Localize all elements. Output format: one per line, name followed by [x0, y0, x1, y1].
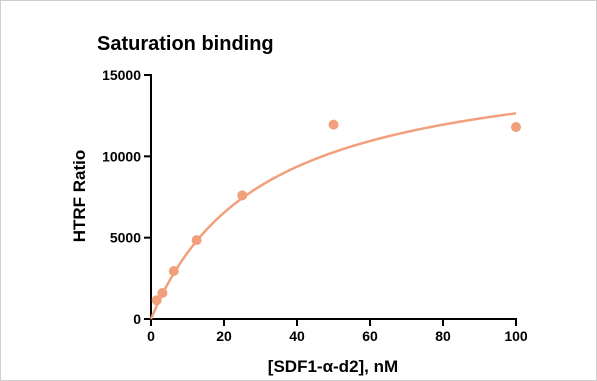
x-tick-label: 60	[362, 328, 378, 344]
data-point	[168, 266, 179, 277]
x-ticks: 0 20 40 60 80 100	[147, 319, 528, 344]
y-tick-label: 5000	[110, 230, 141, 246]
y-tick-label: 15000	[102, 67, 141, 83]
y-tick-label: 0	[133, 311, 141, 327]
fit-curve	[149, 112, 517, 320]
data-point	[191, 235, 202, 246]
data-points	[151, 119, 521, 306]
y-tick-label: 10000	[102, 148, 141, 164]
x-axis-title: [SDF1-α-d2], nM	[268, 357, 398, 376]
chart-title: Saturation binding	[97, 33, 274, 55]
x-tick-label: 20	[216, 328, 232, 344]
data-point	[511, 122, 521, 133]
data-point	[328, 119, 339, 130]
x-tick-label: 100	[504, 328, 528, 344]
y-ticks: 0 5000 10000 15000	[102, 67, 151, 327]
x-tick-label: 0	[147, 328, 155, 344]
axes	[150, 74, 517, 320]
data-point	[151, 295, 162, 306]
data-point	[157, 287, 168, 298]
x-tick-label: 40	[289, 328, 305, 344]
x-tick-label: 80	[435, 328, 451, 344]
data-point	[237, 190, 248, 201]
y-axis-title: HTRF Ratio	[70, 150, 89, 243]
